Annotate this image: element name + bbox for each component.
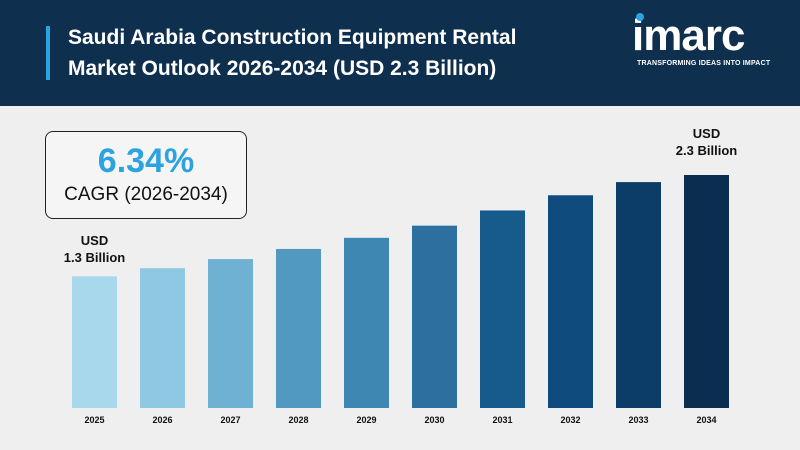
x-tick-label-2030: 2030 — [424, 415, 444, 425]
bar-2026 — [140, 268, 185, 408]
bar-chart: 2025 2026 2027 2028 2029 2030 2031 2032 2033 2034 — [72, 175, 729, 425]
bar-2031 — [480, 210, 525, 408]
bar-2028 — [276, 248, 321, 408]
x-tick-label-2026: 2026 — [152, 415, 172, 425]
bar-2034 — [684, 175, 729, 408]
bar-2025 — [72, 276, 117, 408]
x-tick-label-2029: 2029 — [356, 415, 376, 425]
logo-wordmark: imarc — [632, 11, 745, 60]
title-line-1: Saudi Arabia Construction Equipment Rent… — [68, 26, 517, 49]
bar-2033 — [616, 182, 661, 408]
logo-dot-icon — [636, 13, 644, 21]
bar-2032 — [548, 195, 593, 408]
imarc-logo: imarc — [632, 10, 784, 72]
x-tick-label-2032: 2032 — [560, 415, 580, 425]
x-tick-label-2033: 2033 — [628, 415, 648, 425]
page-title: Saudi Arabia Construction Equipment Rent… — [68, 22, 516, 84]
last-annotation-line-2: 2.3 Billion — [675, 143, 738, 158]
x-tick-label-2028: 2028 — [288, 415, 308, 425]
title-line-2: Market Outlook 2026-2034 (USD 2.3 Billio… — [68, 57, 497, 80]
title-accent-bar — [46, 26, 50, 80]
bar-2030 — [412, 225, 457, 408]
cagr-box: 6.34% CAGR (2026-2034) — [45, 131, 247, 219]
x-tick-label-2027: 2027 — [220, 415, 240, 425]
x-tick-label-2034: 2034 — [696, 415, 716, 425]
bar-2029 — [344, 237, 389, 408]
first-annotation-line-1: USD — [80, 233, 109, 249]
logo-tagline: TRANSFORMING IDEAS INTO IMPACT — [637, 60, 771, 67]
cagr-value: 6.34% — [97, 142, 195, 180]
cagr-label: CAGR (2026-2034) — [64, 184, 228, 205]
bar-2027 — [208, 259, 253, 408]
first-bar-annotation: USD 1.3 Billion — [45, 232, 145, 266]
first-annotation-line-2: 1.3 Billion — [63, 250, 126, 266]
last-annotation-line-1: USD — [692, 126, 721, 141]
header-banner: Saudi Arabia Construction Equipment Rent… — [0, 0, 800, 106]
last-bar-annotation: USD 2.3 Billion — [657, 125, 757, 159]
x-tick-label-2031: 2031 — [492, 415, 512, 425]
x-tick-label-2025: 2025 — [84, 415, 104, 425]
